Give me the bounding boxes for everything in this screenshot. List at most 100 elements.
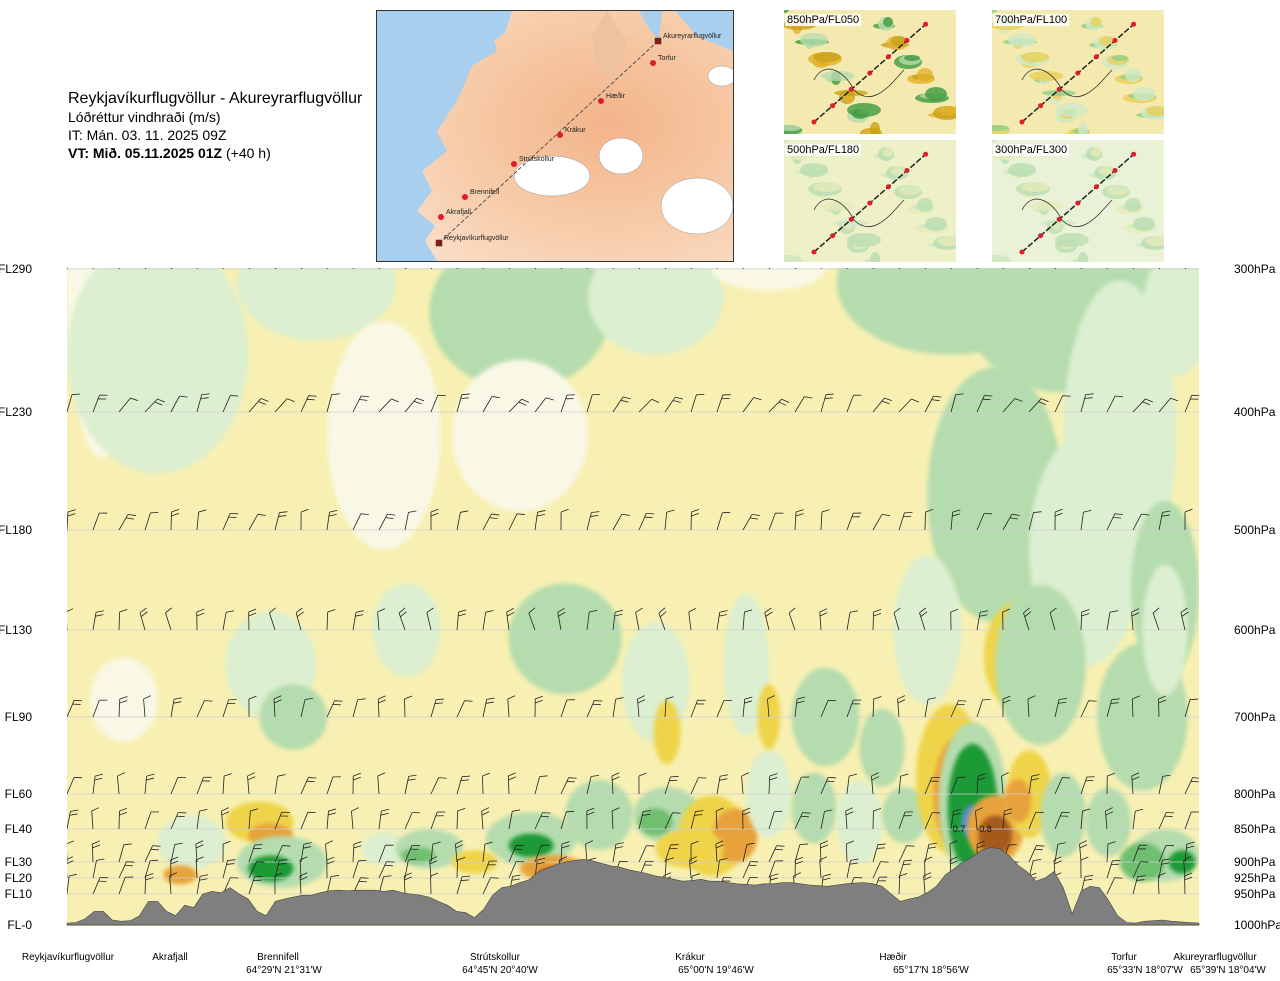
wind-barb — [950, 268, 952, 270]
wind-barb — [378, 398, 399, 413]
pressure-label: 300hPa — [1234, 262, 1276, 276]
wind-barb — [819, 608, 828, 631]
wind-barb — [404, 774, 417, 795]
wind-barb — [820, 809, 833, 830]
wind-barb — [1080, 509, 1092, 531]
coastline — [813, 198, 905, 228]
variable-subtitle: Lóðréttur vindhraði (m/s) — [68, 109, 221, 125]
wind-barb — [664, 776, 679, 795]
wind-barb — [1132, 861, 1149, 879]
wind-barb — [1054, 268, 1057, 270]
wind-barb — [430, 698, 444, 718]
wind-barb — [638, 810, 652, 830]
wind-barb — [455, 840, 464, 863]
wind-barb — [274, 859, 288, 879]
wind-barb — [820, 700, 837, 718]
wind-barb — [1131, 772, 1140, 795]
wind-barb — [1152, 607, 1160, 631]
wind-barb — [118, 876, 134, 895]
valid-time: VT: Mið. 05.11.2025 01Z (+40 h) — [68, 144, 362, 162]
mini-contour — [925, 87, 947, 101]
wind-barb — [1158, 812, 1175, 830]
wind-barb — [196, 608, 205, 631]
wind-barb — [1132, 808, 1144, 830]
route-point — [848, 86, 854, 92]
wind-barb — [612, 609, 623, 631]
wind-barb — [534, 510, 546, 531]
wind-barb — [508, 398, 530, 413]
wind-barb — [248, 844, 263, 863]
wind-barb — [534, 397, 554, 413]
mini-contour — [917, 68, 933, 82]
wind-barb — [1002, 608, 1011, 631]
wind-barb — [557, 607, 566, 631]
wind-barb — [690, 508, 700, 531]
route-waypoint: Torfur — [650, 55, 677, 66]
mini-contour — [883, 147, 893, 157]
wind-barb — [456, 875, 471, 895]
cross-section-chart: FL290 FL230 FL180 FL130 FL90 FL60 FL40 FL30 FL20… — [0, 262, 1280, 976]
wind-barb — [768, 860, 783, 879]
mini-map-850-label: 850hPa/FL050 — [785, 14, 862, 26]
wind-barb — [300, 777, 317, 795]
wind-barb — [820, 268, 822, 270]
wind-barb — [67, 700, 83, 718]
wind-barb — [300, 268, 303, 270]
wind-barb — [742, 609, 753, 631]
wind-barb — [1131, 695, 1140, 718]
wind-barb — [118, 861, 135, 879]
wind-barb — [794, 812, 811, 830]
route-point — [885, 184, 891, 190]
wind-barb — [638, 268, 641, 270]
wind-barb — [508, 513, 525, 531]
wind-barb — [506, 608, 515, 631]
wind-barb — [924, 395, 942, 413]
wind-barb — [846, 773, 857, 795]
mini-contour — [1146, 106, 1164, 116]
mini-contour — [1008, 163, 1036, 177]
flight-level-label: FL60 — [5, 787, 33, 801]
terrain-profile — [66, 847, 1200, 926]
wind-barb — [688, 608, 696, 631]
wind-barb — [482, 697, 495, 718]
wind-barb — [352, 698, 366, 718]
mini-contour — [784, 255, 801, 261]
wind-barb — [117, 772, 125, 795]
wind-barb — [950, 700, 967, 718]
contour-region — [236, 268, 396, 341]
wind-barb — [274, 811, 290, 830]
route-point — [1075, 70, 1081, 76]
wind-barb — [92, 512, 108, 531]
waypoint-label: Brennifell — [470, 189, 500, 196]
station-name: Brennifell — [257, 952, 299, 963]
wind-barb — [1002, 268, 1004, 270]
wind-barb — [924, 812, 941, 830]
wind-barb — [586, 775, 600, 795]
wind-barb — [326, 609, 336, 631]
wind-barb — [1106, 772, 1115, 795]
wind-barb — [1028, 845, 1045, 863]
waypoint-label: Reykjavíkurflugvöllur — [444, 235, 509, 242]
wind-barb — [429, 856, 438, 879]
wind-barb — [976, 513, 993, 531]
wind-barb — [976, 268, 978, 270]
wind-barb — [1028, 774, 1040, 795]
wind-barb — [976, 773, 986, 795]
contour-region — [1004, 779, 1032, 823]
mini-contour — [1008, 33, 1036, 47]
wind-barb — [248, 268, 250, 270]
coastline — [1021, 198, 1113, 228]
wind-barb — [1180, 607, 1189, 631]
wind-barb — [794, 509, 804, 531]
wind-barb — [664, 812, 681, 830]
wind-barb — [820, 509, 830, 531]
wind-barb — [586, 511, 600, 531]
mini-contour — [1021, 182, 1049, 192]
wind-barb — [898, 398, 919, 413]
wind-barb — [91, 807, 100, 830]
pressure-label: 800hPa — [1234, 787, 1276, 801]
wind-barb — [924, 508, 934, 531]
wind-barb — [872, 609, 882, 631]
mini-contour — [821, 201, 855, 211]
wind-barb — [139, 607, 148, 631]
